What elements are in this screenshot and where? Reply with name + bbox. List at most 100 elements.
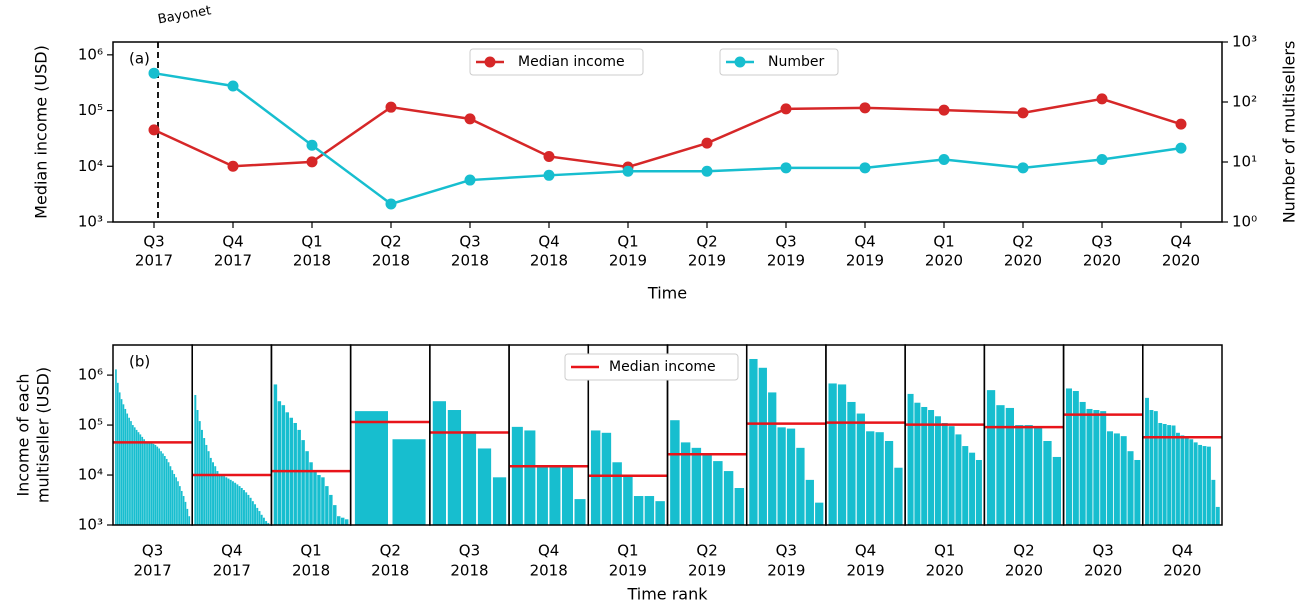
legend-label: Median income: [518, 54, 625, 70]
x-tick-label: Q4: [1170, 233, 1191, 251]
y-tick-label: 10⁶: [78, 366, 103, 384]
bar: [986, 390, 996, 525]
y-tick-label: 10²: [1232, 93, 1257, 111]
x-tick-label: 2018: [293, 252, 331, 270]
x-tick-label: Q2: [696, 233, 717, 251]
legend: Number: [719, 48, 839, 76]
bar: [128, 417, 130, 525]
y-tick-label: 10³: [78, 516, 103, 534]
bar: [160, 451, 162, 525]
legend-marker: [734, 56, 746, 68]
series-marker: [306, 139, 318, 151]
x-tick-label: Q4: [221, 542, 242, 560]
bar: [247, 494, 250, 525]
bar: [536, 465, 548, 525]
bar: [1005, 407, 1014, 525]
subplot-frame: [745, 344, 827, 526]
x-tick-label: 2017: [134, 562, 172, 580]
bar: [209, 457, 212, 525]
bar: [130, 421, 132, 525]
series-marker: [622, 165, 634, 177]
bar: [524, 430, 536, 525]
bar: [182, 496, 185, 525]
series-marker: [780, 103, 792, 115]
y-axis-label: Income of each: [14, 373, 33, 496]
bar: [132, 425, 134, 525]
series-marker: [780, 162, 792, 174]
bar: [354, 411, 388, 525]
bar: [644, 496, 655, 525]
plot-frame: [112, 41, 1223, 223]
x-tick-label: Q2: [696, 542, 717, 560]
bar: [212, 462, 214, 525]
bar: [477, 448, 492, 525]
bar: [317, 475, 321, 525]
bar: [281, 405, 286, 525]
legend-label: Median income: [609, 359, 716, 375]
bar: [768, 392, 777, 525]
x-tick-label: 2018: [292, 562, 330, 580]
bar: [1127, 451, 1134, 525]
x-tick-label: Q1: [933, 233, 954, 251]
bar: [914, 402, 921, 525]
series-line: [153, 97, 1182, 169]
bar: [249, 497, 252, 525]
series-marker: [701, 137, 713, 149]
series-line: [153, 71, 1182, 206]
legend-box: [469, 48, 644, 76]
bar: [856, 413, 865, 525]
bar: [245, 492, 248, 525]
bar: [179, 486, 181, 525]
y2-axis-label: Number of multisellers: [1280, 41, 1299, 224]
bar: [243, 490, 245, 525]
bar: [948, 426, 955, 525]
bar: [1202, 446, 1207, 525]
bar: [184, 501, 187, 525]
bar: [171, 470, 174, 525]
bar: [934, 416, 941, 525]
bar: [122, 404, 125, 525]
y-tick-label: 10⁰: [1232, 213, 1257, 231]
bar: [218, 473, 221, 525]
series-marker: [701, 165, 713, 177]
series-marker: [1175, 142, 1187, 154]
bar: [1167, 425, 1172, 525]
bar: [749, 358, 758, 525]
bar: [691, 447, 702, 525]
series-marker: [227, 80, 239, 92]
x-tick-label: 2018: [450, 562, 488, 580]
bar: [1149, 410, 1154, 525]
bar: [1043, 440, 1052, 525]
y-tick-label: 10⁴: [78, 157, 103, 175]
bar: [1079, 401, 1086, 525]
series-marker: [938, 154, 950, 166]
series-marker: [385, 101, 397, 113]
bar: [1162, 423, 1167, 525]
bar: [884, 440, 894, 525]
bar: [115, 369, 117, 525]
x-tick-label: Q1: [617, 542, 638, 560]
bar: [796, 447, 805, 525]
x-tick-label: 2018: [530, 252, 568, 270]
bar: [293, 422, 297, 525]
bar: [702, 454, 712, 525]
bar: [267, 522, 270, 525]
bar: [590, 430, 601, 525]
x-tick-label: 2020: [1163, 562, 1201, 580]
bar: [152, 443, 155, 525]
series-marker: [543, 169, 555, 181]
bar: [1120, 436, 1127, 525]
bar: [227, 478, 230, 525]
bar: [975, 459, 982, 525]
bar: [177, 481, 179, 525]
bar: [786, 428, 796, 525]
x-tick-label: Q3: [1092, 542, 1113, 560]
bar: [847, 401, 856, 525]
bar: [340, 517, 345, 525]
x-tick-label: 2020: [1004, 252, 1042, 270]
x-tick-label: 2017: [214, 252, 252, 270]
bar: [1171, 425, 1176, 525]
x-tick-label: 2019: [688, 252, 726, 270]
bar: [156, 446, 159, 525]
bar: [234, 482, 237, 525]
